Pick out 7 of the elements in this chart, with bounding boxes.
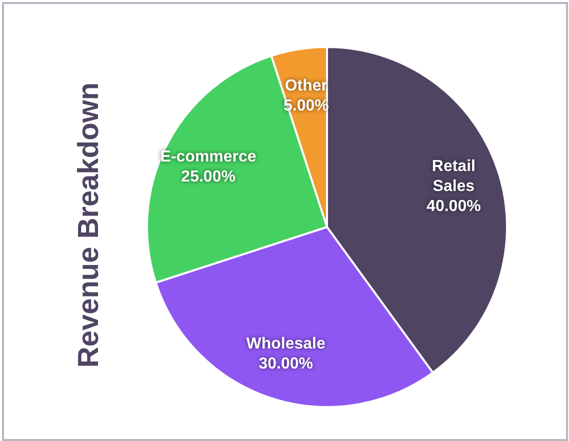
data-label: 30.00% [258,355,313,372]
data-label: 40.00% [426,197,481,214]
text: Revenue Breakdown [73,82,105,368]
slice-label: Retail Sales [432,157,476,194]
slice-label: E-commerce [160,148,256,166]
slice-label: Wholesale [246,335,326,352]
data-label: 25.00% [181,168,236,186]
